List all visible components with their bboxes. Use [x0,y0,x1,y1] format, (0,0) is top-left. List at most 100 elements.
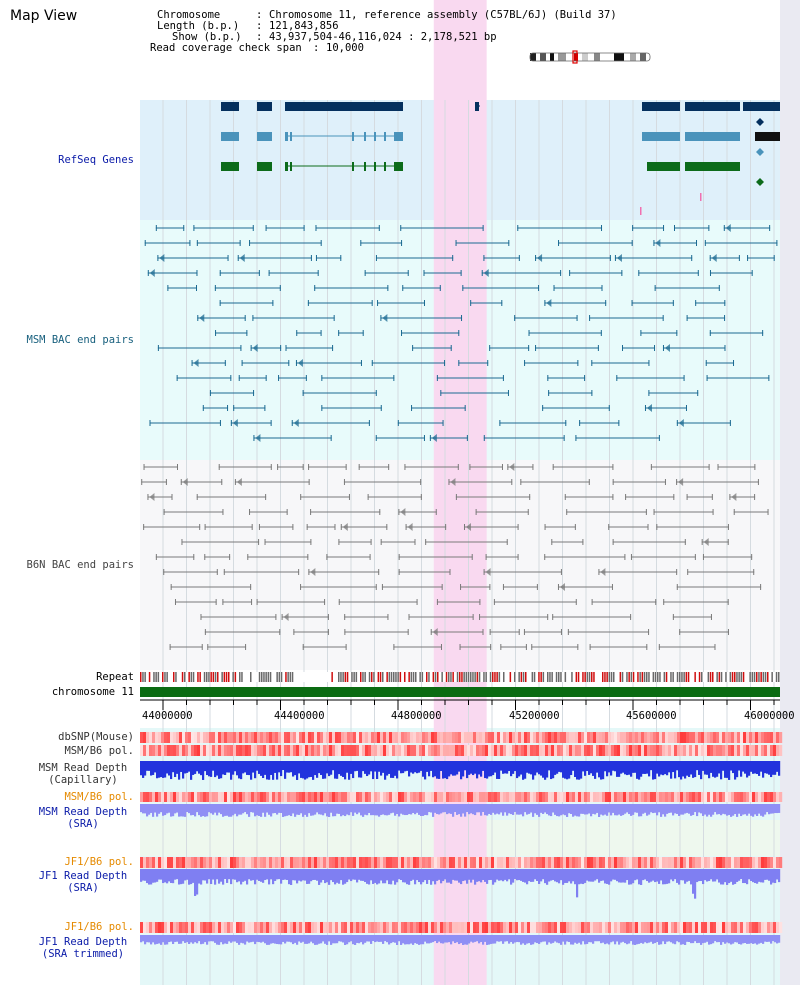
dbsnp-heat-cell [500,732,504,743]
b6n-bac-pair-end [475,509,477,515]
msm-pol-heat-cell [140,745,144,756]
b6n-bac-pair-marker [310,568,316,576]
msm-capillary-depth-bar [478,761,481,775]
jf1-trimmed-depth-bar [426,935,429,944]
jf1-pol-heat-cell [500,922,504,933]
jf1-pol-heat-cell [623,922,627,933]
msm-sra-depth-bar [160,804,163,813]
msm-capillary-depth-bar [300,761,303,778]
msm-bac-pair-end [240,345,242,351]
msm-pol-heat-cell [713,745,717,756]
msm-capillary-depth-bar [696,761,699,771]
msm-sra-depth-bar [630,804,633,816]
jf1-pol-heat-cell [335,857,339,868]
jf1-trimmed-depth-bar [616,935,619,942]
msm-capillary-depth-bar [480,761,483,777]
b6n-bac-pair-end [517,554,519,560]
jf1-trimmed-depth-bar [142,935,145,942]
msm-sra-depth-bar [746,804,749,816]
msm-sra-depth-bar [294,804,297,817]
msm-pol-heat-cell [290,792,294,802]
jf1-sra-depth-bar [752,869,755,883]
msm-pol-heat-cell [710,792,714,802]
msm-capillary-depth-bar [516,761,519,779]
repeat-element [371,672,373,682]
msm-bac-pair-end [524,360,526,366]
msm-bac-pair-end [436,375,438,381]
jf1-pol-heat-cell [299,922,303,933]
b6n-bac-pair-end [193,554,195,560]
jf1-pol-heat-cell [326,857,330,868]
jf1-trimmed-depth-bar [522,935,525,944]
jf1-pol-heat-cell [404,857,408,868]
jf1-trimmed-depth-bar [530,935,533,945]
jf1-sra-depth-bar [210,869,213,885]
jf1-trimmed-depth-bar [696,935,699,944]
jf1-sra-depth-bar [418,869,421,883]
repeat-element [223,672,226,682]
msm-capillary-depth-bar [218,761,221,779]
jf1-pol-heat-cell [665,922,669,933]
msm-bac-pair-end [219,420,221,426]
jf1-pol-heat-cell [647,922,651,933]
jf1-sra-depth-bar [342,869,345,885]
jf1-sra-depth-bar [564,869,567,883]
jf1-sra-depth-bar [712,869,715,882]
msm-capillary-depth-bar [450,761,453,775]
repeat-element [206,672,208,682]
jf1-trimmed-depth-bar [198,935,201,942]
jf1-sra-depth-bar [646,869,649,882]
b6n-bac-pair-marker [485,568,491,576]
gene-marker [756,118,764,126]
msm-sra-depth-bar [460,804,463,817]
msm-pol-heat-cell [155,745,159,756]
jf1-trimmed-depth-bar [422,935,425,945]
msm-capillary-depth-bar [280,761,283,777]
msm-capillary-depth-bar [514,761,517,772]
msm-pol-heat-cell [293,792,297,802]
msm-pol-heat-cell [485,745,489,756]
dbsnp-heat-cell [365,732,369,743]
msm-pol-heat-cell [680,792,684,802]
msm-capillary-depth-bar [148,761,151,771]
msm-pol-heat-cell [674,792,678,802]
msm-capillary-depth-bar [546,761,549,778]
msm-pol-heat-cell [704,792,708,802]
dbsnp-heat-cell [443,732,447,743]
msm-pol-heat-cell [767,792,771,802]
repeat-element [461,672,463,682]
msm-capillary-depth-bar [768,761,771,775]
msm-sra-depth-bar [390,804,393,814]
msm-pol-heat-cell [344,792,348,802]
msm-capillary-depth-bar [222,761,225,775]
jf1-trimmed-depth-bar [580,935,583,945]
repeat-element [520,672,523,682]
msm-sra-depth-bar [346,804,349,815]
msm-bac-pair-end [423,300,425,306]
msm-sra-depth-bar [734,804,737,815]
jf1-sra-depth-bar [480,869,483,883]
jf1-pol-heat-cell [737,922,741,933]
msm-pol-heat-cell [299,745,303,756]
msm-pol-heat-cell [173,792,177,802]
b6n-bac-pair-end [379,509,381,515]
repeat-element [762,672,765,682]
msm-pol-heat-cell [656,792,660,802]
msm-bac-pair-end [616,375,618,381]
msm-capillary-depth-bar [574,761,577,778]
msm-sra-depth-bar [442,804,445,813]
msm-pol-heat-cell [659,745,663,756]
msm-pol-heat-cell [413,792,417,802]
msm-pol-heat-cell [524,745,528,756]
jf1-trimmed-depth-bar [586,935,589,944]
jf1-pol-heat-cell [575,922,579,933]
jf1-sra-depth-bar [584,869,587,883]
msm-sra-depth-bar [440,804,443,814]
jf1-pol-heat-cell [365,922,369,933]
b6n-bac-pair-end [170,584,172,590]
msm-pol-heat-cell [632,745,636,756]
jf1-sra-depth-bar [492,869,495,885]
dbsnp-heat-cell [545,732,549,743]
b6n-bac-pair-end [574,524,576,530]
msm-capillary-depth-bar [472,761,475,776]
